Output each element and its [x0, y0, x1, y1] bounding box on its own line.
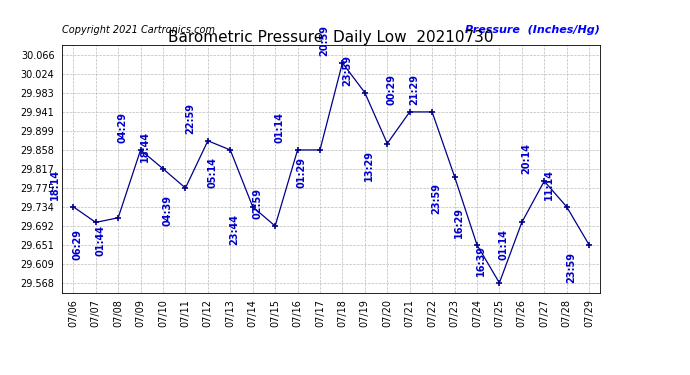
Text: 11:14: 11:14: [544, 169, 553, 200]
Text: 00:29: 00:29: [386, 74, 397, 105]
Text: 20:14: 20:14: [521, 143, 531, 174]
Text: Copyright 2021 Cartronics.com: Copyright 2021 Cartronics.com: [62, 25, 215, 35]
Text: 02:59: 02:59: [252, 188, 262, 219]
Text: 23:59: 23:59: [431, 183, 442, 214]
Text: 16:39: 16:39: [476, 245, 486, 276]
Text: 04:29: 04:29: [117, 112, 128, 143]
Text: 01:44: 01:44: [95, 225, 105, 256]
Text: 16:29: 16:29: [454, 207, 464, 238]
Text: 23:59: 23:59: [566, 252, 576, 283]
Text: 01:29: 01:29: [297, 157, 307, 188]
Text: 20:59: 20:59: [319, 25, 329, 56]
Title: Barometric Pressure  Daily Low  20210730: Barometric Pressure Daily Low 20210730: [168, 30, 494, 45]
Text: Pressure  (Inches/Hg): Pressure (Inches/Hg): [466, 25, 600, 35]
Text: 23:44: 23:44: [230, 214, 239, 245]
Text: 04:39: 04:39: [162, 195, 172, 226]
Text: 23:59: 23:59: [342, 55, 352, 86]
Text: 21:29: 21:29: [409, 74, 419, 105]
Text: 22:59: 22:59: [185, 103, 195, 134]
Text: 18:14: 18:14: [50, 169, 60, 200]
Text: 01:14: 01:14: [499, 230, 509, 260]
Text: 06:29: 06:29: [72, 230, 83, 260]
Text: 01:14: 01:14: [275, 112, 284, 143]
Text: 05:14: 05:14: [207, 157, 217, 188]
Text: 13:29: 13:29: [364, 150, 374, 182]
Text: 18:44: 18:44: [140, 130, 150, 162]
